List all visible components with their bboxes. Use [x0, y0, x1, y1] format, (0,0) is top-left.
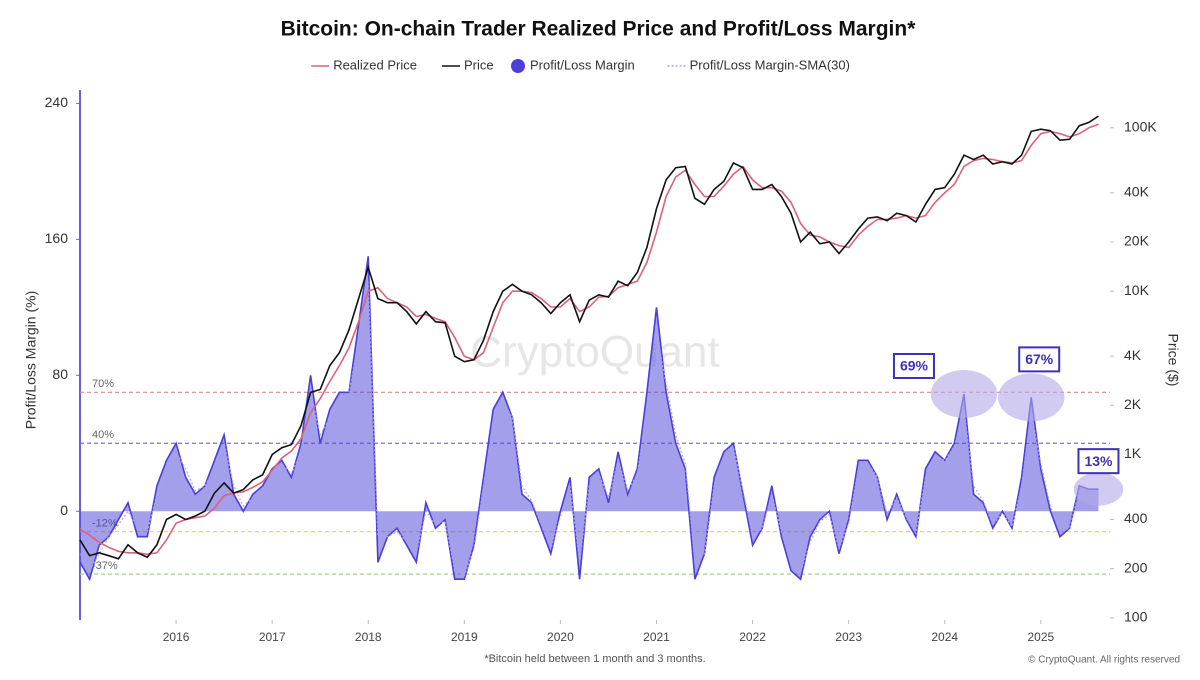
highlight-circle [1073, 472, 1124, 506]
annotation-box [1077, 448, 1120, 475]
x-tick-label: 2018 [355, 630, 382, 644]
y2-tick-label: 100K [1124, 119, 1157, 135]
y2-tick-label: 1K [1124, 445, 1142, 461]
y2-tick-label: 400 [1124, 510, 1148, 526]
reference-label: 70% [92, 378, 114, 390]
y2-tick-label: 4K [1124, 347, 1142, 363]
annotation-label: 69% [900, 358, 929, 374]
y2-tick-label: 40K [1124, 184, 1150, 200]
highlight-circle [998, 373, 1065, 422]
price-line [79, 123, 1099, 556]
legend-label: Profit/Loss Margin [530, 57, 635, 72]
legend-label: Profit/Loss Margin-SMA(30) [690, 57, 850, 72]
y2-tick-label: 200 [1124, 559, 1148, 575]
margin-line [79, 256, 1099, 582]
margin-area [80, 256, 1099, 580]
y2-axis-title: Price ($) [1165, 334, 1181, 387]
y-tick-label: 240 [45, 94, 69, 110]
legend: Realized Price Price Profit/Loss Margin Pro… [311, 57, 850, 73]
annotation-box [1018, 346, 1061, 373]
y2-tick-label: 10K [1124, 282, 1150, 298]
x-tick-label: 2024 [931, 630, 958, 644]
annotation-label: 67% [1025, 351, 1054, 367]
chart-title: Bitcoin: On-chain Trader Realized Price … [281, 18, 917, 41]
x-tick-label: 2019 [451, 630, 478, 644]
footnote: *Bitcoin held between 1 month and 3 mont… [484, 653, 705, 665]
x-tick-label: 2017 [259, 630, 286, 644]
y-tick-label: 0 [60, 502, 68, 518]
x-tick-label: 2016 [163, 630, 190, 644]
x-tick-label: 2025 [1027, 630, 1054, 644]
reference-label: 40% [92, 429, 114, 441]
x-tick-label: 2023 [835, 630, 862, 644]
y-tick-label: 80 [52, 366, 68, 382]
y2-tick-label: 100 [1124, 609, 1148, 625]
copyright: © CryptoQuant. All rights reserved [1028, 655, 1180, 666]
watermark: CryptoQuant [470, 328, 719, 377]
price-line [79, 115, 1099, 560]
reference-label: -37% [92, 560, 118, 572]
x-tick-label: 2020 [547, 630, 574, 644]
highlight-circle [930, 369, 998, 418]
y2-tick-label: 2K [1124, 396, 1142, 412]
legend-label: Realized Price [333, 57, 417, 72]
x-tick-label: 2021 [643, 630, 670, 644]
y2-tick-label: 20K [1124, 233, 1150, 249]
annotation-label: 13% [1084, 453, 1113, 469]
annotation-box [892, 352, 935, 379]
y-axis-title: Profit/Loss Margin (%) [23, 291, 39, 429]
sma-line [79, 281, 1099, 577]
legend-label: Price [464, 57, 494, 72]
x-tick-label: 2022 [739, 630, 766, 644]
legend-marker [511, 59, 525, 73]
y-tick-label: 160 [45, 230, 69, 246]
